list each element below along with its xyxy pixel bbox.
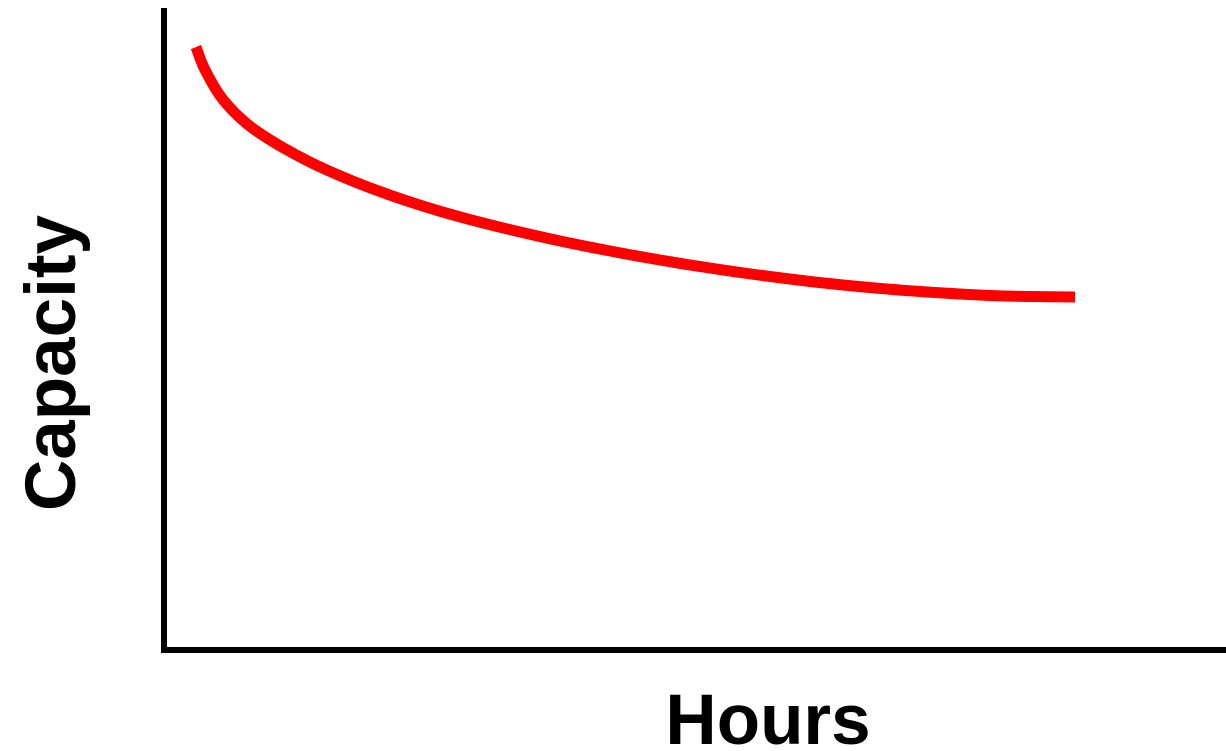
series-line-0 <box>190 44 1076 303</box>
x-axis-label: Hours <box>665 681 870 751</box>
y-axis-label: Capacity <box>12 215 91 511</box>
series-layer <box>190 44 1076 303</box>
axes <box>161 8 1226 653</box>
